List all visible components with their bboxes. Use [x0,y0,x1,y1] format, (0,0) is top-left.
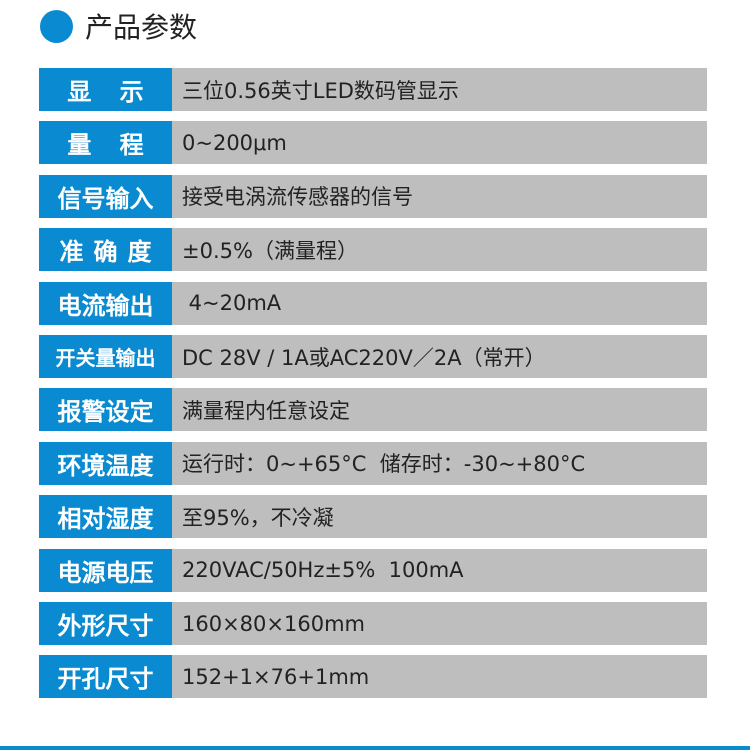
spec-value: DC 28V / 1A或AC220V／2A（常开） [172,335,707,378]
spec-row: 环境温度 运行时：0~+65°C 储存时：-30~+80°C [39,441,707,485]
spec-value: 满量程内任意设定 [172,388,707,432]
spec-value: 4~20mA [172,281,707,325]
spec-value: 160×80×160mm [172,602,707,645]
spec-row: 量 程 0~200μm [39,121,707,165]
spec-value: 0~200μm [172,121,707,165]
spec-value: ±0.5%（满量程） [172,228,707,272]
spec-value: 运行时：0~+65°C 储存时：-30~+80°C [172,441,707,485]
bullet-circle-icon [40,9,73,43]
spec-label: 开关量输出 [39,335,172,378]
spec-label: 外形尺寸 [39,602,172,645]
section-title: 产品参数 [85,11,198,44]
spec-row: 相对湿度 至95%，不冷凝 [39,495,707,539]
spec-label: 电源电压 [39,548,172,592]
spec-label: 报警设定 [39,388,172,432]
spec-label: 开孔尺寸 [39,655,172,699]
spec-row: 准确度 ±0.5%（满量程） [39,228,707,272]
spec-value: 接受电涡流传感器的信号 [172,174,707,218]
spec-label: 量 程 [39,121,172,165]
spec-row: 显 示三位0.56英寸LED数码管显示 [39,68,707,111]
spec-row: 电流输出 4~20mA [39,281,707,325]
spec-row: 电源电压 220VAC/50Hz±5% 100mA [39,548,707,592]
spec-row: 报警设定 满量程内任意设定 [39,388,707,432]
spec-value: 220VAC/50Hz±5% 100mA [172,548,707,592]
spec-label: 电流输出 [39,281,172,325]
spec-label: 信号输入 [39,174,172,218]
spec-label: 显 示 [39,68,172,111]
spec-label: 相对湿度 [39,495,172,539]
bottom-divider [0,746,750,750]
spec-row: 开关量输出 DC 28V / 1A或AC220V／2A（常开） [39,335,707,378]
spec-row: 信号输入 接受电涡流传感器的信号 [39,174,707,218]
spec-label: 准确度 [39,228,172,272]
spec-label: 环境温度 [39,441,172,485]
spec-value: 至95%，不冷凝 [172,495,707,539]
spec-row: 外形尺寸 160×80×160mm [39,602,707,645]
spec-value: 三位0.56英寸LED数码管显示 [172,68,707,111]
section-header: 产品参数 [40,8,197,44]
spec-value: 152+1×76+1mm [172,655,707,699]
spec-row: 开孔尺寸 152+1×76+1mm [39,655,707,699]
